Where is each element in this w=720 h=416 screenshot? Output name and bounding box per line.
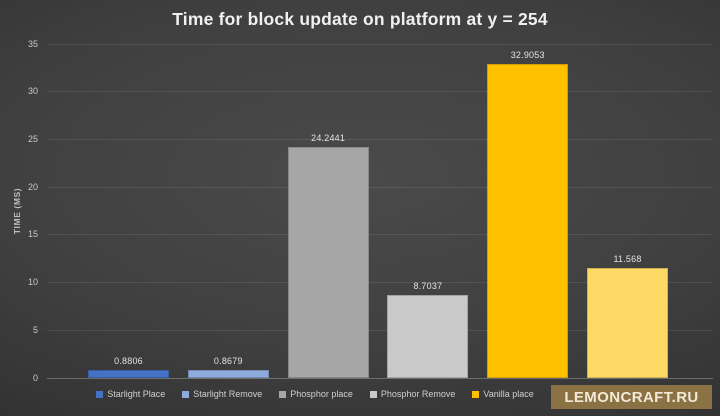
legend: Starlight Place Starlight Remove Phosphor … — [0, 389, 720, 399]
bar-starlight-remove — [187, 369, 269, 378]
legend-swatch-icon — [96, 390, 104, 398]
watermark-text: LEMONCRAFT.RU — [564, 388, 699, 406]
legend-swatch-icon — [279, 390, 287, 398]
bar-value-label: 24.2441 — [311, 132, 346, 143]
y-tick-label: 35 — [27, 38, 38, 49]
bar-value-label: 32.9053 — [510, 50, 545, 60]
y-tick-label: 30 — [27, 86, 38, 97]
legend-item: Phosphor place — [279, 389, 353, 399]
legend-swatch-icon — [182, 390, 190, 398]
bar-value-label: 0.8679 — [213, 355, 243, 366]
bar-value-label: 8.7037 — [413, 280, 443, 291]
y-tick-label: 10 — [27, 277, 38, 288]
x-axis-line — [47, 377, 713, 379]
bar-phosphor-remove — [387, 294, 469, 378]
y-tick-label: 15 — [27, 229, 38, 240]
y-axis-title: TIME (MS) — [12, 187, 22, 235]
gridline — [47, 234, 713, 236]
legend-item: Vanilla place — [472, 389, 534, 399]
chart-title: Time for block update on platform at y =… — [172, 9, 548, 29]
bar-value-label: 0.8806 — [114, 355, 143, 366]
y-tick-label: 0 — [32, 372, 38, 383]
gridline — [47, 186, 713, 188]
legend-item: Starlight Remove — [182, 389, 262, 399]
gridline — [47, 282, 713, 284]
y-tick-label: 25 — [27, 133, 38, 144]
gridline — [47, 138, 713, 140]
y-tick-label: 5 — [32, 324, 38, 335]
legend-label: Vanilla place — [483, 389, 534, 399]
gridline — [47, 43, 713, 45]
bar-value-label: 11.568 — [613, 253, 642, 264]
gridline — [47, 329, 713, 331]
legend-swatch-icon — [472, 390, 480, 398]
legend-label: Starlight Remove — [193, 389, 263, 399]
legend-item: Phosphor Remove — [369, 389, 456, 399]
bar-phosphor-place — [287, 146, 369, 378]
legend-label: Starlight Place — [107, 389, 166, 399]
legend-label: Phosphor place — [290, 389, 353, 399]
legend-item: Starlight Place — [96, 389, 165, 399]
gridline — [47, 91, 713, 93]
legend-label: Phosphor Remove — [380, 389, 456, 399]
plot-area: 0.8806 0.8679 24.2441 8.7037 32.9053 11.568 — [47, 43, 713, 379]
y-tick-label: 20 — [27, 181, 38, 192]
watermark: LEMONCRAFT.RU — [551, 385, 712, 409]
bar-series-6 — [587, 267, 668, 378]
bar-starlight-place — [88, 369, 169, 378]
legend-swatch-icon — [369, 390, 377, 398]
bar-vanilla-place — [487, 64, 569, 378]
